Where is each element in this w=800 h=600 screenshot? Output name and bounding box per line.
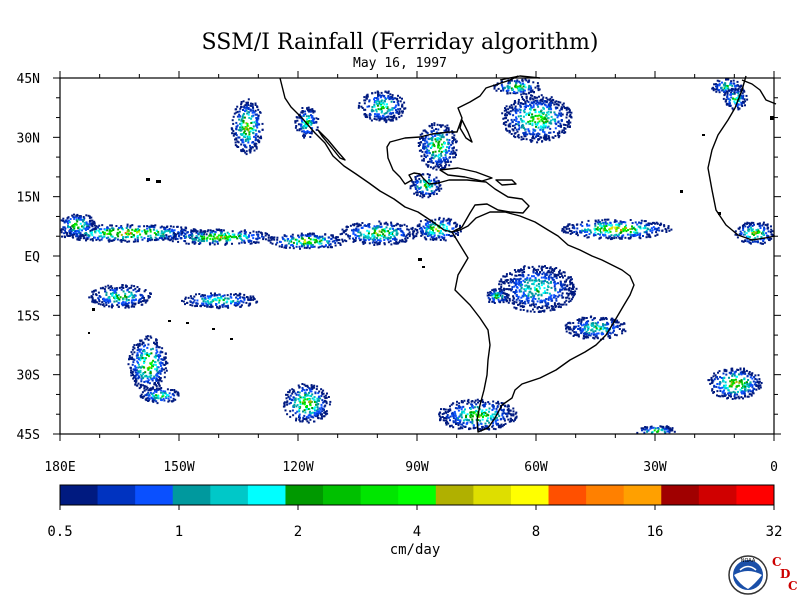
rain-region <box>417 122 458 171</box>
rain-region <box>438 398 518 432</box>
colorbar-box <box>285 485 324 505</box>
rain-layer <box>60 78 774 434</box>
coastline-baja <box>317 129 346 161</box>
coastline-florida <box>459 119 473 143</box>
coastline-south-america <box>451 211 635 433</box>
lon-label: 90W <box>405 460 429 475</box>
colorbar-box <box>323 485 362 505</box>
rain-region <box>561 218 673 241</box>
colorbar-tick-labels: 0.5 1 2 4 8 16 32 <box>47 505 782 540</box>
map-title: SSM/I Rainfall (Ferriday algorithm) <box>201 30 599 55</box>
rain-region <box>230 98 264 156</box>
colorbar-box <box>698 485 737 505</box>
coastline-iberia <box>741 79 777 105</box>
coastline-hispaniola <box>495 179 517 186</box>
map-subtitle: May 16, 1997 <box>353 56 447 71</box>
rain-region <box>707 367 763 400</box>
colorbar-box <box>623 485 662 505</box>
lat-label: 30N <box>17 131 40 146</box>
rain-region <box>181 292 259 310</box>
rain-region <box>501 94 573 144</box>
rain-region <box>60 213 98 238</box>
colorbar-boxes <box>59 484 775 506</box>
colorbar-box <box>548 485 587 505</box>
islands <box>88 116 774 340</box>
colorbar-box <box>210 485 249 505</box>
colorbar-box <box>435 485 474 505</box>
rain-region <box>127 335 169 392</box>
colorbar-box <box>172 485 211 505</box>
colorbar-box <box>586 485 625 505</box>
lat-label: 45S <box>17 428 40 443</box>
colorbar-box <box>736 485 775 505</box>
colorbar-box <box>360 485 399 505</box>
rain-region <box>163 228 276 246</box>
colorbar-box <box>661 485 700 505</box>
axis-labels: 45N 30N 15N EQ 15S 30S 45S 180E 150W 120W 90W 60W 30… <box>17 72 778 475</box>
map-frame <box>53 71 781 441</box>
colorbar-unit-label: cm/day <box>389 542 441 558</box>
colorbar-tick-label: 4 <box>413 524 421 540</box>
colorbar-box <box>60 485 98 505</box>
colorbar-tick-label: 8 <box>532 524 540 540</box>
rain-region <box>88 284 152 309</box>
rain-region <box>357 90 407 124</box>
rain-region <box>636 425 676 434</box>
noaa-text: NOAA <box>741 558 756 564</box>
colorbar-box <box>135 485 174 505</box>
colorbar-box <box>97 485 136 505</box>
colorbar-tick-label: 32 <box>766 524 783 540</box>
lon-label: 60W <box>524 460 548 475</box>
lon-label: 30W <box>643 460 667 475</box>
cdc-letter-c2: C <box>788 579 798 593</box>
cdc-letter-d: D <box>780 567 790 581</box>
colorbar-box <box>398 485 437 505</box>
lon-label: 150W <box>163 460 194 475</box>
noaa-cdc-logo: NOAA C D C <box>728 555 798 595</box>
lon-label: 120W <box>282 460 313 475</box>
lat-label: 15N <box>17 191 40 206</box>
lat-label: 45N <box>17 72 40 87</box>
coastlines <box>279 75 777 433</box>
lat-label: 30S <box>17 369 40 384</box>
colorbar-box <box>510 485 549 505</box>
rain-region <box>409 173 443 199</box>
lon-label: 0 <box>770 460 778 475</box>
coastline-greenland-edge <box>499 75 541 81</box>
lat-label: 15S <box>17 309 40 324</box>
coastline-africa <box>707 75 776 241</box>
lon-label: 180E <box>44 460 75 475</box>
colorbar-tick-label: 1 <box>175 524 183 540</box>
rain-region <box>267 232 348 250</box>
colorbar-box <box>247 485 286 505</box>
rain-region <box>139 387 180 405</box>
coastline-cuba <box>439 167 493 182</box>
rain-region <box>282 383 332 424</box>
colorbar-tick-label: 0.5 <box>47 524 72 540</box>
coastline-north-america <box>279 75 530 233</box>
cdc-letter-c1: C <box>772 555 782 569</box>
colorbar-tick-label: 2 <box>294 524 302 540</box>
rain-region <box>486 287 509 304</box>
colorbar-box <box>473 485 512 505</box>
lat-label: EQ <box>24 250 40 265</box>
rain-region <box>339 220 419 246</box>
rain-region <box>734 221 774 245</box>
rain-region <box>497 265 578 313</box>
colorbar-tick-label: 16 <box>647 524 664 540</box>
rain-region <box>564 315 627 341</box>
